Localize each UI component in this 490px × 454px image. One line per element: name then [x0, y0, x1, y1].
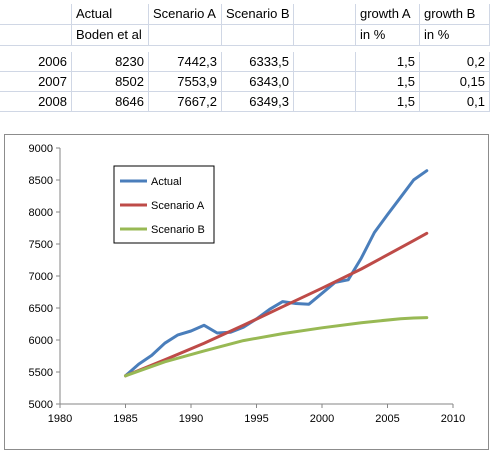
- row-growth-b[interactable]: 0,2: [420, 52, 490, 72]
- y-tick-label: 5000: [29, 399, 53, 411]
- header-growth-a-unit[interactable]: in %: [356, 25, 420, 46]
- y-tick-label: 7000: [29, 271, 53, 283]
- row-growth-b[interactable]: 0,15: [420, 72, 490, 92]
- header-cell[interactable]: [294, 25, 356, 46]
- row-scenario-a[interactable]: 7553,9: [149, 72, 222, 92]
- x-tick-label: 1990: [179, 413, 203, 425]
- row-actual[interactable]: 8502: [72, 72, 149, 92]
- header-growth-b[interactable]: growth B: [420, 4, 490, 25]
- chart-svg: 5000 5500 6000 6500 7000 7500 8000 8500 9000 1980…: [29, 143, 466, 425]
- series-line-scenario-a: [124, 231, 429, 378]
- x-tick-label: 2010: [441, 413, 465, 425]
- y-tick-label: 8000: [29, 207, 53, 219]
- row-actual[interactable]: 8646: [72, 92, 149, 112]
- line-chart[interactable]: 5000 5500 6000 6500 7000 7500 8000 8500 9000 1980…: [4, 134, 489, 450]
- y-tick-label: 8500: [29, 175, 53, 187]
- y-tick-label: 6000: [29, 335, 53, 347]
- row-growth-a[interactable]: 1,5: [356, 92, 420, 112]
- row-actual[interactable]: 8230: [72, 52, 149, 72]
- header-blank[interactable]: [294, 4, 356, 25]
- row-growth-a[interactable]: 1,5: [356, 52, 420, 72]
- header-growth-b-unit[interactable]: in %: [420, 25, 490, 46]
- row-scenario-b[interactable]: 6333,5: [222, 52, 294, 72]
- y-tick-label: 9000: [29, 143, 53, 155]
- header-scenario-b[interactable]: Scenario B: [222, 4, 294, 25]
- x-tick-label: 2000: [310, 413, 334, 425]
- legend-entry: Actual: [151, 176, 182, 188]
- y-tick-label: 7500: [29, 239, 53, 251]
- header-cell[interactable]: [149, 25, 222, 46]
- legend-entry: Scenario A: [151, 200, 205, 212]
- x-tick-label: 1995: [244, 413, 268, 425]
- y-tick-label: 5500: [29, 367, 53, 379]
- series-line-scenario-b: [124, 316, 429, 378]
- row-scenario-a[interactable]: 7442,3: [149, 52, 222, 72]
- legend-entry: Scenario B: [151, 224, 205, 236]
- y-tick-label: 6500: [29, 303, 53, 315]
- row-blank[interactable]: [294, 92, 356, 112]
- x-tick-label: 2005: [375, 413, 399, 425]
- row-blank[interactable]: [294, 52, 356, 72]
- row-growth-a[interactable]: 1,5: [356, 72, 420, 92]
- header-cell[interactable]: [222, 25, 294, 46]
- row-year[interactable]: 2006: [0, 52, 72, 72]
- series-line-actual: [124, 169, 429, 378]
- header-scenario-a[interactable]: Scenario A: [149, 4, 222, 25]
- row-scenario-b[interactable]: 6349,3: [222, 92, 294, 112]
- row-blank[interactable]: [294, 72, 356, 92]
- header-cell[interactable]: [0, 4, 72, 25]
- row-scenario-a[interactable]: 7667,2: [149, 92, 222, 112]
- header-actual[interactable]: Actual: [72, 4, 149, 25]
- row-growth-b[interactable]: 0,1: [420, 92, 490, 112]
- row-year[interactable]: 2007: [0, 72, 72, 92]
- x-tick-label: 1980: [48, 413, 72, 425]
- row-scenario-b[interactable]: 6343,0: [222, 72, 294, 92]
- x-tick-label: 1985: [113, 413, 137, 425]
- header-source[interactable]: Boden et al: [72, 25, 149, 46]
- header-growth-a[interactable]: growth A: [356, 4, 420, 25]
- spreadsheet-table: Actual Scenario A Scenario B growth A gr…: [0, 0, 490, 112]
- header-cell[interactable]: [0, 25, 72, 46]
- row-year[interactable]: 2008: [0, 92, 72, 112]
